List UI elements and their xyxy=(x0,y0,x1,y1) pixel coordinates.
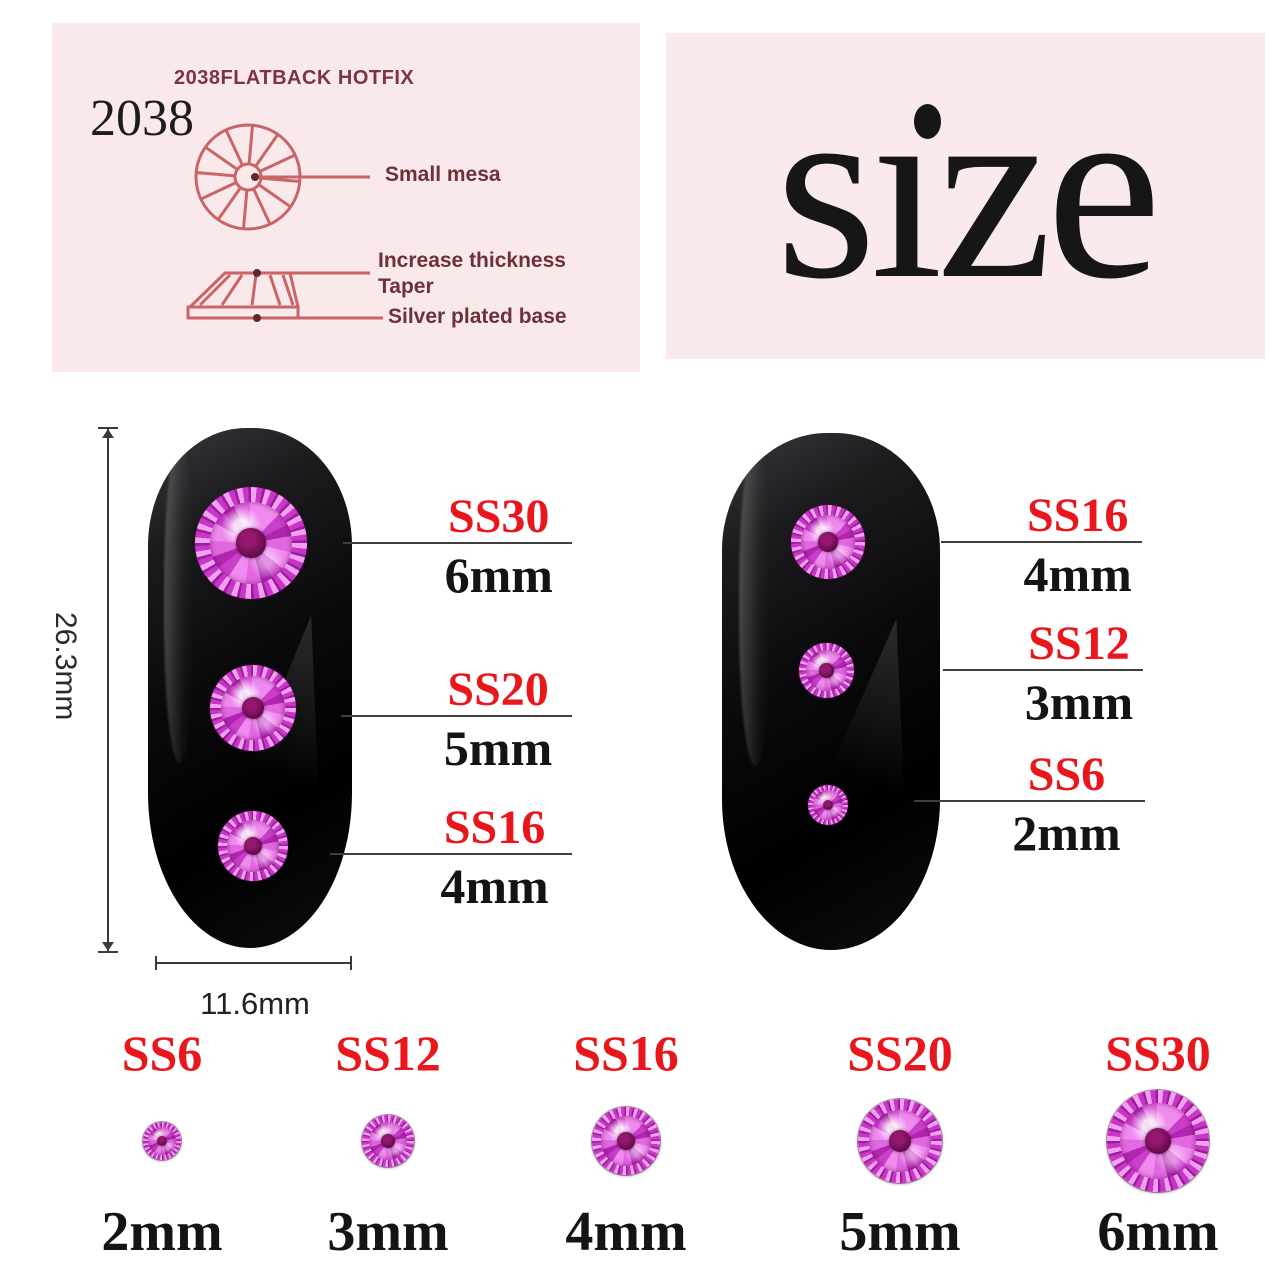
rhinestone-ss6 xyxy=(143,1122,181,1160)
stone-code: SS16 xyxy=(573,1025,679,1081)
ruler-tick-left xyxy=(155,956,157,970)
nail-highlight xyxy=(164,441,195,764)
gem-slot xyxy=(511,1084,741,1198)
topview-wheel-diagram xyxy=(194,123,302,231)
stone-size: 5mm xyxy=(443,720,553,776)
size-title-panel: sıze xyxy=(666,33,1265,359)
leader-dots xyxy=(251,173,261,322)
size-heading: sıze xyxy=(775,45,1161,333)
gem-slot xyxy=(1043,1084,1273,1198)
nail-width-ruler xyxy=(155,956,352,970)
sideview-profile-diagram xyxy=(186,271,300,320)
nail-height-ruler xyxy=(98,427,118,953)
callout-ss12: SS12 3mm xyxy=(943,620,1143,727)
stone-code: SS20 xyxy=(847,1025,953,1081)
callout-ss16-left: SS16 4mm xyxy=(330,804,572,911)
stone-size: 4mm xyxy=(1023,546,1132,602)
model-number: 2038 xyxy=(90,90,194,147)
ruler-line xyxy=(107,427,109,953)
rhinestone-ss16 xyxy=(218,811,288,881)
stone-size: 5mm xyxy=(839,1201,961,1263)
stone-size: 3mm xyxy=(1024,674,1134,730)
size-chart-item-ss30: SS30 6mm xyxy=(1043,1022,1273,1260)
stone-code: SS20 xyxy=(447,663,549,716)
rhinestone-ss16 xyxy=(592,1107,660,1175)
gem-slot xyxy=(47,1084,277,1198)
size-chart-item-ss12: SS12 3mm xyxy=(273,1022,503,1260)
gem-slot xyxy=(785,1084,1015,1198)
stone-size: 2mm xyxy=(101,1201,223,1263)
small-mesa-label: Small mesa xyxy=(385,163,501,186)
callout-ss30: SS30 6mm xyxy=(343,493,572,600)
stone-size: 4mm xyxy=(565,1201,687,1263)
taper-label: Taper xyxy=(378,275,434,298)
rhinestone-ss12 xyxy=(799,643,854,698)
size-chart-item-ss6: SS6 2mm xyxy=(47,1022,277,1260)
nail-tip-left xyxy=(148,428,352,948)
ruler-cap-bottom xyxy=(98,951,118,953)
stone-size: 2mm xyxy=(1012,805,1121,861)
stone-code: SS12 xyxy=(335,1025,441,1081)
rhinestone-technical-diagram xyxy=(186,123,383,322)
arrow-down-icon xyxy=(102,942,114,951)
stone-size: 4mm xyxy=(440,858,549,914)
spec-panel-title: 2038FLATBACK HOTFIX xyxy=(174,67,415,89)
size-chart-item-ss16: SS16 4mm xyxy=(511,1022,741,1260)
stone-size: 6mm xyxy=(1097,1201,1219,1263)
rhinestone-ss12 xyxy=(362,1115,414,1167)
increase-thickness-label: Increase thickness xyxy=(378,249,566,272)
ruler-line xyxy=(155,962,352,964)
silver-plated-base-label: Silver plated base xyxy=(388,305,567,328)
rhinestone-ss16 xyxy=(791,505,865,579)
ruler-tick-right xyxy=(350,956,352,970)
nail-width-value: 11.6mm xyxy=(200,986,310,1021)
spec-panel: 2038FLATBACK HOTFIX 2038 Small mesa Incr… xyxy=(52,23,640,372)
rhinestone-ss30 xyxy=(1107,1090,1209,1192)
leader-lines xyxy=(255,175,383,320)
gem-slot xyxy=(273,1084,503,1198)
stone-code: SS12 xyxy=(1028,617,1130,670)
size-heading-dot xyxy=(914,104,941,139)
stone-code: SS6 xyxy=(1027,748,1106,801)
callout-ss20: SS20 5mm xyxy=(341,666,572,773)
arrow-up-icon xyxy=(102,429,114,438)
stone-code: SS6 xyxy=(121,1025,203,1081)
stone-code: SS30 xyxy=(448,490,550,543)
callout-ss16-right: SS16 4mm xyxy=(941,492,1142,599)
rhinestone-ss6 xyxy=(808,785,848,825)
rhinestone-ss30 xyxy=(195,487,307,599)
rhinestone-ss20 xyxy=(858,1099,942,1183)
stone-size: 3mm xyxy=(327,1201,449,1263)
nail-height-value: 26.3mm xyxy=(49,612,82,721)
nail-tip-right xyxy=(722,433,940,950)
stone-code: SS16 xyxy=(443,801,546,854)
size-chart-item-ss20: SS20 5mm xyxy=(785,1022,1015,1260)
ruler-cap-top xyxy=(98,427,118,429)
stone-size: 6mm xyxy=(444,547,553,603)
callout-ss6: SS6 2mm xyxy=(914,751,1145,858)
rhinestone-ss20 xyxy=(210,665,296,751)
nail-highlight xyxy=(739,445,773,767)
stone-code: SS30 xyxy=(1105,1025,1211,1081)
stone-code: SS16 xyxy=(1026,489,1129,542)
